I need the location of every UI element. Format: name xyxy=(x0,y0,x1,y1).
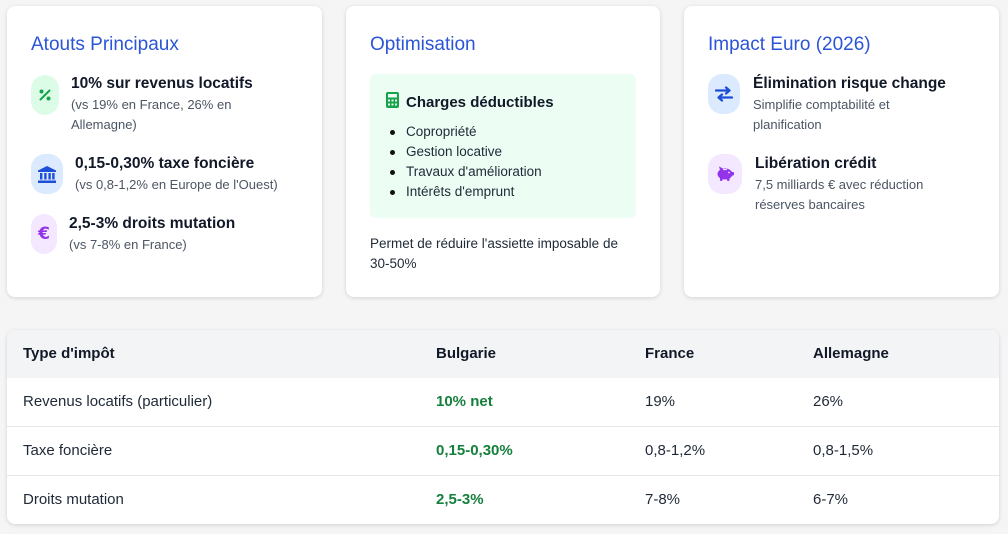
table-row: Taxe foncière 0,15-0,30% 0,8-1,2% 0,8-1,… xyxy=(7,426,999,475)
table-row: Droits mutation 2,5-3% 7-8% 6-7% xyxy=(7,475,999,524)
table-cell: 7-8% xyxy=(645,491,681,508)
table-row: Revenus locatifs (particulier) 10% net 1… xyxy=(7,378,999,427)
table-cell-bulgarie: 2,5-3% xyxy=(436,491,484,508)
table-cell-bulgarie: 10% net xyxy=(436,393,493,410)
atouts-card: Atouts Principaux 10% sur revenus locati… xyxy=(7,6,322,297)
list-item: Intérêts d'emprunt xyxy=(390,182,542,202)
atout-title: 0,15-0,30% taxe foncière xyxy=(75,155,255,172)
atout-subtitle: (vs 7-8% en France) xyxy=(69,237,187,252)
list-item: Copropriété xyxy=(390,122,542,142)
impact-item-title: Élimination risque change xyxy=(753,75,946,92)
table-cell: Taxe foncière xyxy=(23,442,113,459)
atout-subtitle: (vs 19% en France, 26% en Allemagne) xyxy=(71,95,311,135)
column-header: Bulgarie xyxy=(436,345,497,362)
impact-subtitle-line1: Simplifie comptabilité et xyxy=(753,97,890,112)
charges-box: Charges déductibles Copropriété Gestion … xyxy=(370,74,636,218)
impact-card: Impact Euro (2026) Élimination risque ch… xyxy=(684,6,999,297)
impact-item-subtitle: Simplifie comptabilité et planification xyxy=(753,95,993,135)
atout-subtitle-line1: (vs 19% en France, 26% en xyxy=(71,97,232,112)
table-cell: Revenus locatifs (particulier) xyxy=(23,393,213,410)
atout-subtitle-line2: Allemagne) xyxy=(71,117,137,132)
note-line2: 30-50% xyxy=(370,256,417,271)
table-cell: Droits mutation xyxy=(23,491,124,508)
tax-comparison-table: Type d'impôt Bulgarie France Allemagne R… xyxy=(7,330,999,524)
table-cell: 6-7% xyxy=(813,491,849,508)
exchange-arrows-icon xyxy=(708,74,740,114)
atout-subtitle: (vs 0,8-1,2% en Europe de l'Ouest) xyxy=(75,177,278,192)
impact-item-title: Libération crédit xyxy=(755,155,877,172)
charges-title: Charges déductibles xyxy=(406,94,554,111)
impact-subtitle-line2: réserves bancaires xyxy=(755,197,865,212)
list-item: Gestion locative xyxy=(390,142,542,162)
optimisation-note: Permet de réduire l'assiette imposable d… xyxy=(370,234,640,274)
impact-subtitle-line1: 7,5 milliards € avec réduction xyxy=(755,177,924,192)
impact-item-subtitle: 7,5 milliards € avec réduction réserves … xyxy=(755,175,995,215)
table-header: Type d'impôt Bulgarie France Allemagne xyxy=(7,330,999,378)
table-cell: 0,8-1,5% xyxy=(813,442,874,459)
optimisation-card: Optimisation Charges déductibles Copropr… xyxy=(346,6,660,297)
impact-title: Impact Euro (2026) xyxy=(708,34,871,55)
calculator-icon xyxy=(386,92,399,113)
column-header: France xyxy=(645,345,695,362)
table-cell-bulgarie: 0,15-0,30% xyxy=(436,442,513,459)
percent-icon xyxy=(31,75,59,115)
table-cell: 19% xyxy=(645,393,676,410)
euro-icon: € xyxy=(31,214,57,254)
table-cell: 26% xyxy=(813,393,844,410)
list-item: Travaux d'amélioration xyxy=(390,162,542,182)
column-header: Allemagne xyxy=(813,345,889,362)
note-line1: Permet de réduire l'assiette imposable d… xyxy=(370,236,618,251)
table-cell: 0,8-1,2% xyxy=(645,442,706,459)
impact-subtitle-line2: planification xyxy=(753,117,822,132)
piggy-bank-icon xyxy=(708,154,742,194)
charges-list: Copropriété Gestion locative Travaux d'a… xyxy=(390,122,542,202)
bank-icon xyxy=(31,154,63,194)
column-header: Type d'impôt xyxy=(23,345,115,362)
atout-title: 10% sur revenus locatifs xyxy=(71,75,253,92)
atouts-title: Atouts Principaux xyxy=(31,34,179,55)
optimisation-title: Optimisation xyxy=(370,34,476,55)
atout-title: 2,5-3% droits mutation xyxy=(69,215,236,232)
